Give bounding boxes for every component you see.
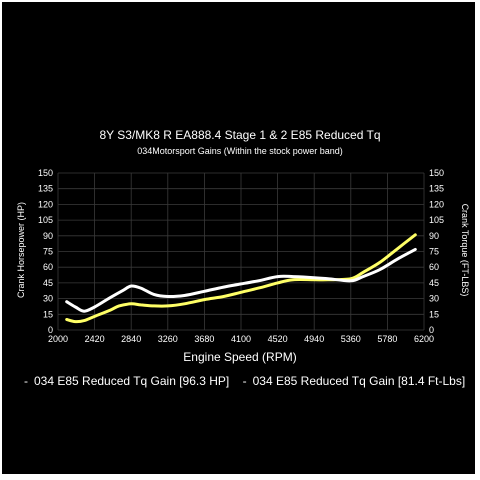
x-tick: 4520: [268, 334, 288, 344]
right-axis-ticks: 0 15 30 45 60 75 90 105 120 135 150: [429, 168, 444, 335]
chart-title: 8Y S3/MK8 R EA888.4 Stage 1 & 2 E85 Redu…: [99, 128, 380, 142]
y-tick-right: 15: [429, 309, 439, 319]
legend-item-tq: -034 E85 Reduced Tq Gain [81.4 Ft-Lbs]: [243, 374, 466, 388]
chart-subtitle: 034Motorsport Gains (Within the stock po…: [137, 146, 343, 156]
y-tick-left: 90: [43, 231, 53, 241]
legend-label-hp: 034 E85 Reduced Tq Gain [96.3 HP]: [34, 374, 230, 388]
y-tick-left: 45: [43, 278, 53, 288]
x-tick: 6200: [414, 334, 434, 344]
x-tick: 3260: [158, 334, 178, 344]
x-tick: 2840: [121, 334, 141, 344]
series-lines: [65, 233, 417, 324]
y-tick-left: 75: [43, 247, 53, 257]
legend: -034 E85 Reduced Tq Gain [96.3 HP] -034 …: [24, 374, 466, 388]
legend-label-tq: 034 E85 Reduced Tq Gain [81.4 Ft-Lbs]: [252, 374, 466, 388]
y-tick-right: 120: [429, 199, 444, 209]
right-axis-label: Crank Torque (FT-LBS): [460, 204, 470, 297]
x-tick: 4100: [231, 334, 251, 344]
x-tick: 2420: [85, 334, 105, 344]
y-tick-right: 60: [429, 262, 439, 272]
legend-dash-tq: -: [242, 374, 247, 388]
y-tick-right: 45: [429, 278, 439, 288]
x-tick: 5360: [341, 334, 361, 344]
y-tick-right: 0: [429, 325, 434, 335]
legend-dash-hp: -: [24, 374, 28, 388]
y-tick-left: 150: [38, 168, 53, 178]
hp-gain-line: [65, 233, 417, 324]
grid: [57, 172, 425, 331]
chart-frame: 8Y S3/MK8 R EA888.4 Stage 1 & 2 E85 Redu…: [2, 2, 475, 474]
x-tick: 4940: [304, 334, 324, 344]
tq-gain-line: [65, 247, 417, 313]
y-tick-left: 135: [38, 184, 53, 194]
y-tick-left: 60: [43, 262, 53, 272]
x-tick: 2000: [48, 334, 68, 344]
y-tick-left: 120: [38, 199, 53, 209]
x-tick: 3680: [194, 334, 214, 344]
y-tick-right: 135: [429, 184, 444, 194]
y-tick-left: 15: [43, 309, 53, 319]
y-tick-right: 105: [429, 215, 444, 225]
left-axis-label: Crank Horsepower (HP): [16, 202, 26, 298]
chart-canvas: 8Y S3/MK8 R EA888.4 Stage 1 & 2 E85 Redu…: [16, 128, 470, 364]
y-tick-right: 75: [429, 247, 439, 257]
x-axis-label: Engine Speed (RPM): [183, 350, 296, 364]
y-tick-right: 90: [429, 231, 439, 241]
y-tick-left: 30: [43, 294, 53, 304]
y-tick-left: 105: [38, 215, 53, 225]
left-axis-ticks: 0 15 30 45 60 75 90 105 120 135 150: [38, 168, 53, 335]
x-tick: 5780: [377, 334, 397, 344]
y-tick-right: 30: [429, 294, 439, 304]
y-tick-right: 150: [429, 168, 444, 178]
y-tick-left: 0: [48, 325, 53, 335]
x-axis-ticks: 2000 2420 2840 3260 3680 4100 4520 4940 5360 5780…: [48, 334, 434, 344]
legend-item-hp: -034 E85 Reduced Tq Gain [96.3 HP]: [24, 374, 233, 388]
